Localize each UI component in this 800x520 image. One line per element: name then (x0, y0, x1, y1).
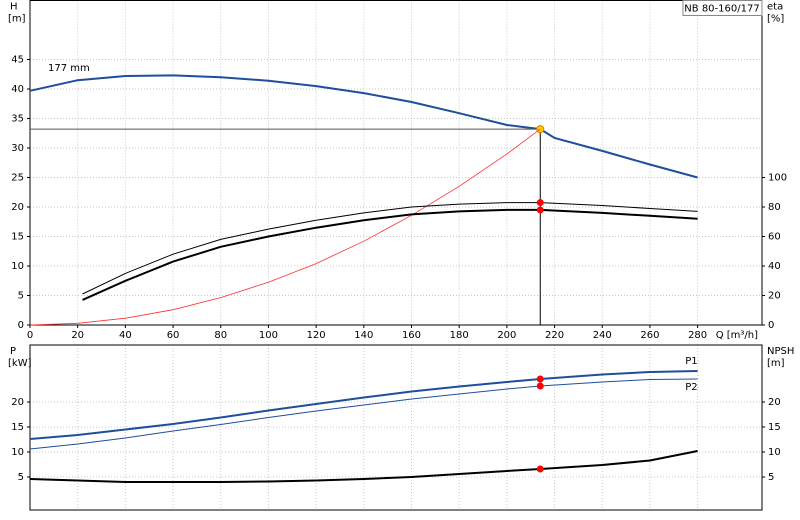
y2-tick-label: 80 (768, 202, 781, 213)
y2-tick-label: 20 (768, 291, 781, 302)
x-axis-label: Q [m³/h] (716, 330, 758, 341)
x-tick-label: 200 (497, 330, 516, 341)
y-tick-label: 5 (18, 291, 24, 302)
y-tick-label: 0 (18, 320, 24, 331)
duty-point (536, 382, 544, 390)
x-tick-label: 240 (593, 330, 612, 341)
y-tick-label: 35 (11, 114, 24, 125)
y-tick-label: 10 (11, 261, 24, 272)
y2-tick-label: 10 (768, 447, 781, 458)
x-tick-label: 80 (214, 330, 227, 341)
y-axis-label: H (10, 2, 18, 13)
x-tick-label: 220 (545, 330, 564, 341)
duty-point (536, 206, 544, 214)
y-axis-label: P (10, 346, 16, 357)
duty-point (536, 199, 544, 207)
x-tick-label: 20 (71, 330, 84, 341)
y2-tick-label: 100 (768, 173, 787, 184)
chart-title: NB 80-160/177 (684, 4, 759, 15)
x-tick-label: 120 (307, 330, 326, 341)
series-line (82, 202, 698, 295)
y-axis-unit: [m] (8, 14, 26, 25)
y2-tick-label: 15 (768, 422, 781, 433)
series-label: 177 mm (48, 63, 90, 74)
y-tick-label: 45 (11, 55, 24, 66)
series-line (29, 378, 698, 450)
y2-axis-label: NPSH (767, 346, 794, 357)
series-line (29, 370, 698, 440)
y2-tick-label: 5 (768, 472, 774, 483)
y2-tick-label: 40 (768, 261, 781, 272)
x-tick-label: 260 (640, 330, 659, 341)
y-tick-label: 20 (11, 397, 24, 408)
x-tick-label: 100 (259, 330, 278, 341)
y2-tick-label: 20 (768, 397, 781, 408)
series-line (29, 128, 541, 326)
y2-axis-label: eta (767, 2, 783, 13)
x-tick-label: 180 (450, 330, 469, 341)
x-tick-label: 160 (402, 330, 421, 341)
duty-point (536, 465, 544, 473)
y-tick-label: 30 (11, 143, 24, 154)
y2-axis-unit: [%] (767, 14, 784, 25)
series-line (29, 74, 698, 179)
plot-frame (29, 0, 763, 326)
y-tick-label: 40 (11, 84, 24, 95)
y-tick-label: 15 (11, 422, 24, 433)
y-tick-label: 5 (18, 472, 24, 483)
series-label: P1 (685, 356, 697, 367)
y2-tick-label: 0 (768, 320, 774, 331)
y-tick-label: 20 (11, 202, 24, 213)
x-tick-label: 60 (167, 330, 180, 341)
y-tick-label: 25 (11, 173, 24, 184)
series-line (82, 208, 698, 301)
y-axis-unit: [kW] (8, 358, 32, 369)
x-tick-label: 40 (119, 330, 132, 341)
duty-point (536, 375, 544, 383)
y-tick-label: 15 (11, 232, 24, 243)
series-line (29, 450, 698, 483)
y2-axis-unit: [m] (767, 358, 785, 369)
x-tick-label: 0 (27, 330, 33, 341)
x-tick-label: 280 (688, 330, 707, 341)
x-tick-label: 140 (354, 330, 373, 341)
series-label: P2 (685, 382, 697, 393)
title-box (682, 0, 763, 16)
y-tick-label: 10 (11, 447, 24, 458)
y2-tick-label: 60 (768, 232, 781, 243)
